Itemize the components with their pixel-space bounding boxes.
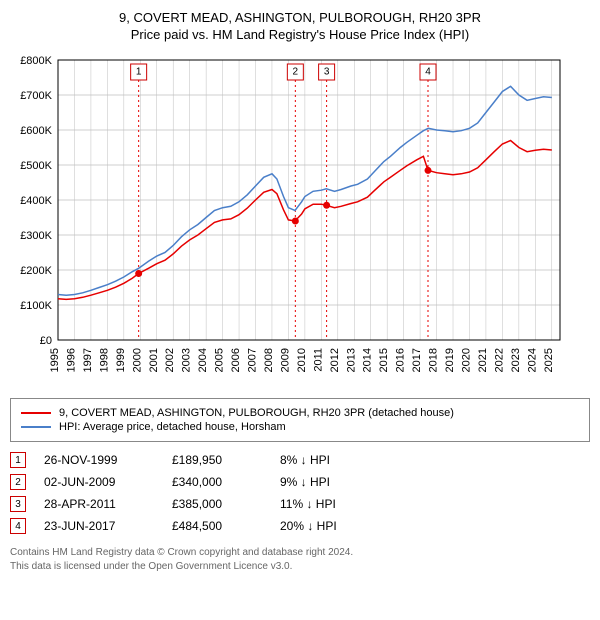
- svg-text:2008: 2008: [263, 348, 275, 372]
- legend: 9, COVERT MEAD, ASHINGTON, PULBOROUGH, R…: [10, 398, 590, 442]
- event-delta: 11% ↓ HPI: [280, 497, 390, 511]
- event-marker: 3: [10, 496, 26, 512]
- svg-text:1999: 1999: [115, 348, 127, 372]
- event-price: £484,500: [172, 519, 262, 533]
- svg-text:1: 1: [136, 67, 142, 78]
- event-row: 2 02-JUN-2009 £340,000 9% ↓ HPI: [10, 474, 590, 490]
- svg-text:2006: 2006: [230, 348, 242, 372]
- event-date: 23-JUN-2017: [44, 519, 154, 533]
- event-price: £189,950: [172, 453, 262, 467]
- svg-text:2021: 2021: [477, 348, 489, 372]
- svg-text:2018: 2018: [428, 348, 440, 372]
- svg-text:2020: 2020: [460, 348, 472, 372]
- svg-text:2024: 2024: [526, 348, 538, 372]
- svg-text:£800K: £800K: [20, 55, 52, 67]
- footer-line2: This data is licensed under the Open Gov…: [10, 560, 590, 574]
- title-block: 9, COVERT MEAD, ASHINGTON, PULBOROUGH, R…: [10, 10, 590, 42]
- event-date: 28-APR-2011: [44, 497, 154, 511]
- svg-text:£300K: £300K: [20, 230, 52, 242]
- legend-item: HPI: Average price, detached house, Hors…: [21, 421, 579, 433]
- svg-text:1995: 1995: [49, 348, 61, 372]
- svg-text:2: 2: [293, 67, 299, 78]
- svg-text:2005: 2005: [214, 348, 226, 372]
- svg-text:£700K: £700K: [20, 90, 52, 102]
- svg-text:2010: 2010: [296, 348, 308, 372]
- chart-container: 9, COVERT MEAD, ASHINGTON, PULBOROUGH, R…: [10, 10, 590, 574]
- svg-text:2025: 2025: [543, 348, 555, 372]
- event-price: £385,000: [172, 497, 262, 511]
- chart-area: £0 £100K £200K £300K £400K £500K £600K £700K £80…: [10, 50, 590, 390]
- svg-text:£500K: £500K: [20, 160, 52, 172]
- event-delta: 9% ↓ HPI: [280, 475, 390, 489]
- event-delta: 20% ↓ HPI: [280, 519, 390, 533]
- svg-text:3: 3: [324, 67, 330, 78]
- event-marker: 4: [10, 518, 26, 534]
- svg-text:2023: 2023: [510, 348, 522, 372]
- title-subtitle: Price paid vs. HM Land Registry's House …: [10, 27, 590, 42]
- svg-text:2000: 2000: [131, 348, 143, 372]
- svg-text:2013: 2013: [345, 348, 357, 372]
- svg-text:2011: 2011: [312, 348, 324, 372]
- svg-text:2017: 2017: [411, 348, 423, 372]
- svg-text:2002: 2002: [164, 348, 176, 372]
- svg-text:2001: 2001: [148, 348, 160, 372]
- svg-text:2016: 2016: [395, 348, 407, 372]
- svg-text:1998: 1998: [98, 348, 110, 372]
- event-row: 4 23-JUN-2017 £484,500 20% ↓ HPI: [10, 518, 590, 534]
- legend-label: 9, COVERT MEAD, ASHINGTON, PULBOROUGH, R…: [59, 407, 454, 419]
- legend-swatch: [21, 412, 51, 414]
- svg-text:2015: 2015: [378, 348, 390, 372]
- svg-text:2014: 2014: [362, 348, 374, 372]
- line-chart-svg: £0 £100K £200K £300K £400K £500K £600K £700K £80…: [10, 50, 570, 390]
- svg-text:1996: 1996: [65, 348, 77, 372]
- event-row: 1 26-NOV-1999 £189,950 8% ↓ HPI: [10, 452, 590, 468]
- svg-text:1997: 1997: [82, 348, 94, 372]
- footer-line1: Contains HM Land Registry data © Crown c…: [10, 546, 590, 560]
- svg-text:2009: 2009: [279, 348, 291, 372]
- svg-text:£600K: £600K: [20, 125, 52, 137]
- svg-text:2007: 2007: [247, 348, 259, 372]
- svg-text:£0: £0: [40, 335, 52, 347]
- event-row: 3 28-APR-2011 £385,000 11% ↓ HPI: [10, 496, 590, 512]
- event-marker: 1: [10, 452, 26, 468]
- svg-text:£200K: £200K: [20, 265, 52, 277]
- svg-text:£400K: £400K: [20, 195, 52, 207]
- title-address: 9, COVERT MEAD, ASHINGTON, PULBOROUGH, R…: [10, 10, 590, 25]
- legend-label: HPI: Average price, detached house, Hors…: [59, 421, 286, 433]
- event-marker: 2: [10, 474, 26, 490]
- svg-text:£100K: £100K: [20, 300, 52, 312]
- event-date: 02-JUN-2009: [44, 475, 154, 489]
- events-table: 1 26-NOV-1999 £189,950 8% ↓ HPI 2 02-JUN-2009…: [10, 452, 590, 534]
- svg-text:4: 4: [425, 67, 431, 78]
- event-date: 26-NOV-1999: [44, 453, 154, 467]
- svg-text:2004: 2004: [197, 348, 209, 372]
- legend-swatch: [21, 426, 51, 428]
- svg-text:2019: 2019: [444, 348, 456, 372]
- svg-text:2022: 2022: [493, 348, 505, 372]
- svg-text:2003: 2003: [181, 348, 193, 372]
- footer-note: Contains HM Land Registry data © Crown c…: [10, 546, 590, 574]
- svg-text:2012: 2012: [329, 348, 341, 372]
- event-price: £340,000: [172, 475, 262, 489]
- legend-item: 9, COVERT MEAD, ASHINGTON, PULBOROUGH, R…: [21, 407, 579, 419]
- event-delta: 8% ↓ HPI: [280, 453, 390, 467]
